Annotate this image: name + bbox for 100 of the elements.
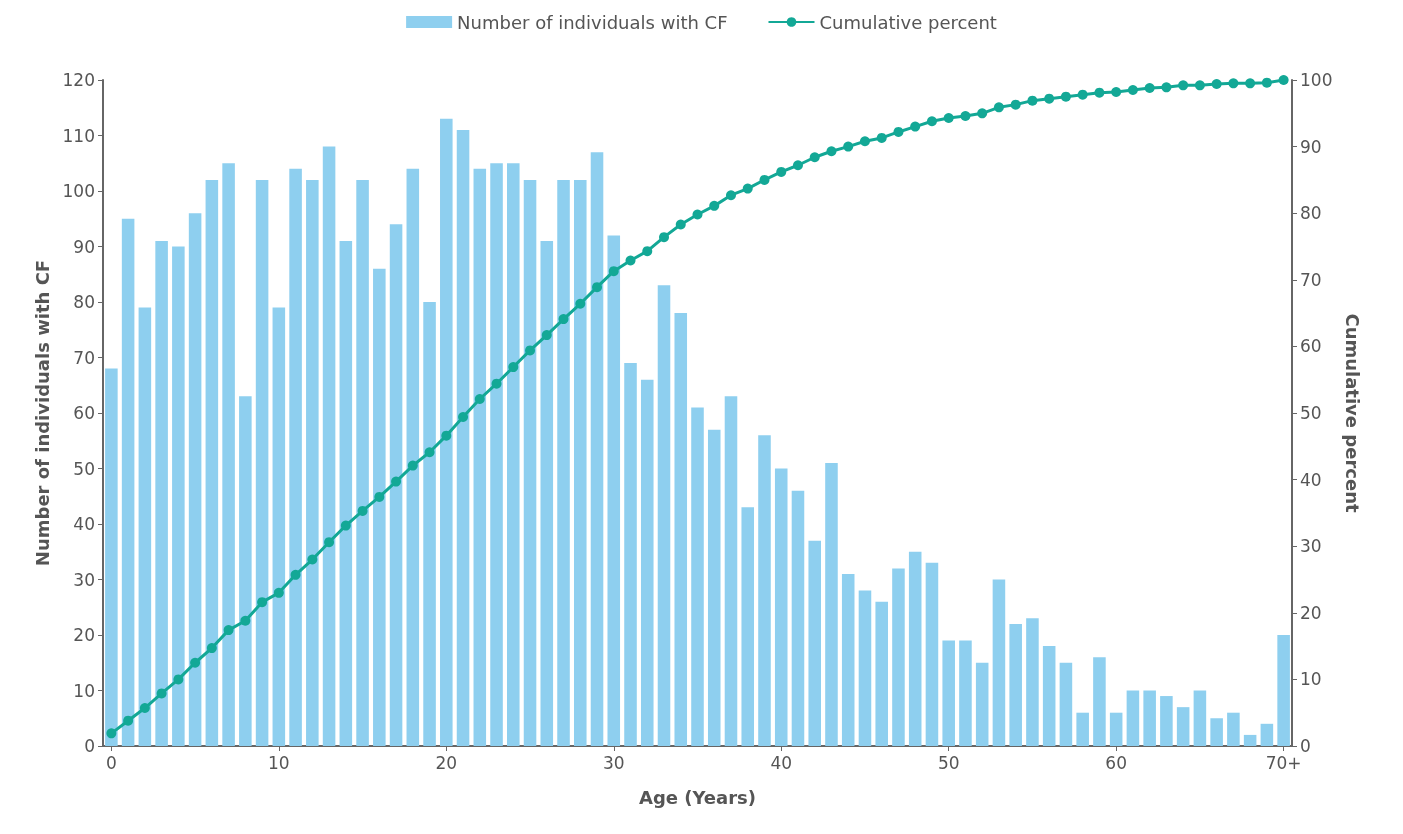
- x-tick-label: 0: [105, 752, 117, 773]
- bar: [456, 129, 470, 746]
- y2-tick-label: 40: [1300, 469, 1322, 490]
- x-tick-label: 60: [1105, 752, 1127, 773]
- y2-tick-label: 100: [1300, 70, 1333, 90]
- bar: [255, 179, 269, 746]
- y2-tick-label: 70: [1300, 269, 1322, 290]
- bar: [523, 179, 537, 746]
- bar: [758, 435, 771, 746]
- bar: [1059, 662, 1073, 746]
- y-tick-label: 80: [73, 292, 95, 312]
- x-tick-label: 70+: [1265, 752, 1302, 773]
- bar: [356, 179, 369, 746]
- bar: [875, 601, 888, 746]
- bar: [406, 168, 420, 746]
- bar: [573, 179, 587, 746]
- bar: [172, 246, 185, 746]
- y2-tick-label: 90: [1300, 136, 1322, 157]
- bar: [808, 540, 822, 746]
- bar: [841, 573, 855, 746]
- bar: [774, 468, 788, 746]
- bar: [105, 368, 118, 746]
- y-tick-label: 0: [84, 736, 95, 756]
- bar: [825, 462, 838, 746]
- bar: [1109, 712, 1123, 746]
- bar: [289, 168, 302, 746]
- bar: [858, 590, 872, 746]
- bar: [707, 429, 721, 746]
- y-tick-label: 110: [62, 125, 95, 146]
- bar: [741, 507, 755, 746]
- y-tick-label: 90: [73, 236, 95, 257]
- bar: [205, 179, 219, 746]
- bar: [1277, 635, 1290, 746]
- y-tick-label: 10: [73, 680, 95, 701]
- bar: [272, 307, 286, 746]
- y2-tick-label: 10: [1300, 669, 1322, 690]
- y2-tick-label: 0: [1300, 736, 1311, 756]
- y2-axis-title: Cumulative percent: [1341, 313, 1363, 513]
- y-tick-label: 70: [73, 347, 95, 368]
- y2-tick-label: 20: [1300, 602, 1322, 623]
- x-tick-label: 50: [937, 752, 960, 773]
- bar: [1193, 690, 1207, 746]
- y2-tick-label: 50: [1300, 403, 1322, 423]
- x-tick-label: 10: [268, 752, 290, 773]
- bar: [1143, 690, 1156, 746]
- y-tick-label: 120: [62, 70, 95, 90]
- bar: [222, 163, 235, 746]
- x-tick-label: 20: [435, 752, 458, 773]
- bar: [155, 240, 168, 746]
- bar: [423, 302, 436, 746]
- y2-tick-label: 60: [1300, 336, 1322, 357]
- bar: [339, 240, 353, 746]
- legend-label: Cumulative percent: [819, 11, 997, 33]
- bar: [925, 562, 939, 746]
- bar: [590, 152, 604, 746]
- bar: [389, 224, 403, 746]
- y-axis-title: Number of individuals with CF: [32, 259, 54, 567]
- bar: [1093, 657, 1106, 746]
- x-tick-label: 40: [770, 752, 793, 773]
- bar: [1260, 723, 1274, 746]
- bar: [1009, 623, 1022, 746]
- bar: [1126, 690, 1140, 746]
- y-tick-label: 30: [73, 569, 95, 590]
- bar: [1227, 712, 1240, 746]
- bar: [507, 163, 520, 746]
- bar: [239, 396, 252, 746]
- bar: [322, 146, 336, 746]
- bar: [1076, 712, 1089, 746]
- bar: [473, 168, 487, 746]
- bar: [188, 213, 202, 746]
- bar: [657, 285, 671, 746]
- y-tick-label: 100: [62, 181, 95, 201]
- y2-tick-label: 80: [1300, 203, 1322, 224]
- bar: [440, 118, 453, 746]
- bar: [959, 640, 972, 746]
- bar: [640, 379, 654, 746]
- y-tick-label: 60: [73, 403, 95, 423]
- y-tick-label: 40: [73, 514, 95, 534]
- bar: [138, 307, 152, 746]
- y-tick-label: 50: [73, 458, 95, 479]
- x-axis-title: Age (Years): [638, 786, 757, 808]
- bar: [908, 551, 922, 746]
- x-tick-label: 30: [602, 752, 625, 773]
- y-tick-label: 20: [73, 625, 95, 645]
- bar: [975, 662, 989, 746]
- bar: [607, 235, 621, 746]
- bar: [557, 179, 570, 746]
- bar: [791, 490, 805, 746]
- y2-tick-label: 30: [1300, 536, 1322, 557]
- bar: [490, 163, 503, 746]
- bar: [1026, 618, 1039, 746]
- bar: [121, 218, 135, 746]
- bar: [992, 579, 1006, 746]
- bar: [1042, 646, 1056, 746]
- bar: [1210, 718, 1223, 746]
- bar: [624, 363, 637, 746]
- bar: [691, 407, 704, 746]
- bar: [306, 179, 319, 746]
- bar: [540, 240, 554, 746]
- bar: [1176, 707, 1190, 746]
